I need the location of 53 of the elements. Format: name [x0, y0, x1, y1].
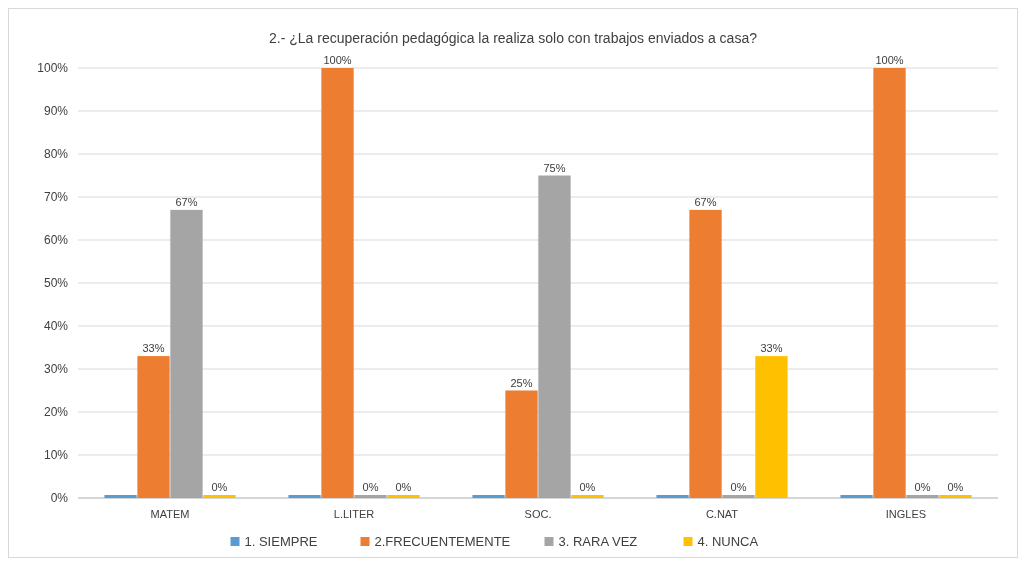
y-tick-label: 90% [43, 104, 69, 119]
x-tick-label: SOC. [524, 508, 552, 520]
data-label: 0% [730, 481, 747, 493]
y-tick-label: 10% [43, 448, 69, 463]
data-label: 0% [362, 481, 379, 493]
y-tick-label: 100% [37, 61, 69, 76]
bar [137, 356, 170, 498]
y-tick-label: 0% [50, 491, 69, 506]
y-tick-label: 50% [43, 276, 69, 291]
data-label: 0% [579, 481, 596, 493]
y-tick-label: 20% [43, 405, 69, 420]
data-label: 67% [694, 195, 717, 208]
y-tick-label: 30% [43, 362, 69, 377]
data-label: 25% [510, 376, 533, 389]
legend-label: 2.FRECUENTEMENTE [374, 534, 511, 549]
y-tick-label: 60% [43, 233, 69, 248]
bar [505, 390, 538, 498]
legend-label: 4. NUNCA [697, 534, 759, 549]
y-tick-label: 70% [43, 190, 69, 205]
bar [939, 495, 972, 498]
x-tick-label: L.LITER [333, 508, 375, 520]
x-tick-label: C.NAT [705, 508, 739, 520]
bar [873, 68, 906, 498]
data-label: 100% [875, 54, 904, 66]
y-tick-label: 40% [43, 319, 69, 334]
legend-label: 1. SIEMPRE [244, 534, 318, 549]
data-label: 0% [211, 481, 228, 493]
bar [104, 495, 137, 498]
bar [170, 209, 203, 498]
data-label: 67% [175, 195, 198, 208]
data-label: 33% [142, 342, 165, 355]
data-label: 100% [323, 54, 352, 66]
bar [288, 495, 321, 498]
chart-title: 2.- ¿La recuperación pedagógica la realiza solo con trabajos enviados a casa? [269, 30, 758, 46]
data-label: 75% [543, 161, 566, 174]
bar [656, 495, 689, 498]
legend-label: 3. RARA VEZ [558, 534, 638, 549]
bar [840, 495, 873, 498]
bar [689, 209, 722, 498]
y-tick-label: 80% [43, 147, 69, 162]
bar [571, 495, 604, 498]
data-label: 0% [914, 481, 931, 493]
bar [321, 68, 354, 498]
bar [538, 175, 571, 498]
bar [203, 495, 236, 498]
data-label: 33% [760, 342, 783, 355]
bar [472, 495, 505, 498]
data-label: 0% [947, 481, 964, 493]
x-tick-label: INGLES [885, 508, 927, 520]
bar [755, 356, 788, 498]
bar [387, 495, 420, 498]
x-tick-label: MATEM [150, 508, 190, 520]
data-label: 0% [395, 481, 412, 493]
